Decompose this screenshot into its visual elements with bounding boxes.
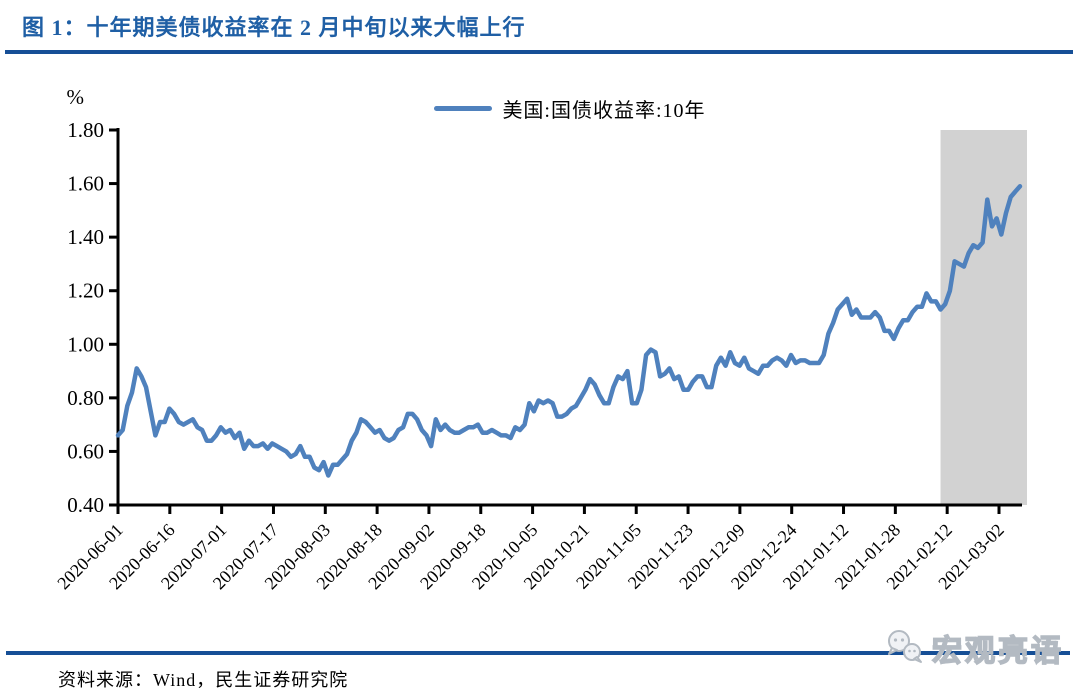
- y-tick-label: 1.80: [67, 118, 104, 142]
- y-tick-label: 1.00: [67, 332, 104, 356]
- title-divider: [5, 50, 1073, 54]
- chart-legend: 美国:国债收益率:10年: [30, 94, 1080, 123]
- legend-label: 美国:国债收益率:10年: [502, 100, 706, 122]
- y-axis-unit-label: %: [67, 85, 85, 109]
- y-tick-label: 1.40: [67, 225, 104, 249]
- source-note: 资料来源：Wind，民生证券研究院: [58, 670, 349, 690]
- y-tick-label: 1.60: [67, 172, 104, 196]
- watermark: 宏观亮语: [882, 626, 1064, 670]
- legend-line-marker: [434, 106, 493, 111]
- wechat-bubbles-icon: [888, 630, 922, 663]
- y-tick-label: 1.20: [67, 279, 104, 303]
- y-tick-label: 0.80: [67, 386, 104, 410]
- yield-line: [115, 184, 1023, 478]
- y-tick-label: 0.60: [67, 439, 104, 463]
- chart-canvas: 1.801.601.401.201.000.800.600.40%2020-06…: [53, 85, 1027, 593]
- watermark-text: 宏观亮语: [931, 634, 1064, 669]
- highlight-band: [940, 130, 1027, 505]
- footer-divider: [6, 651, 1070, 655]
- y-tick-label: 0.40: [67, 493, 104, 517]
- figure-title: 图 1：十年期美债收益率在 2 月中旬以来大幅上行: [22, 15, 526, 40]
